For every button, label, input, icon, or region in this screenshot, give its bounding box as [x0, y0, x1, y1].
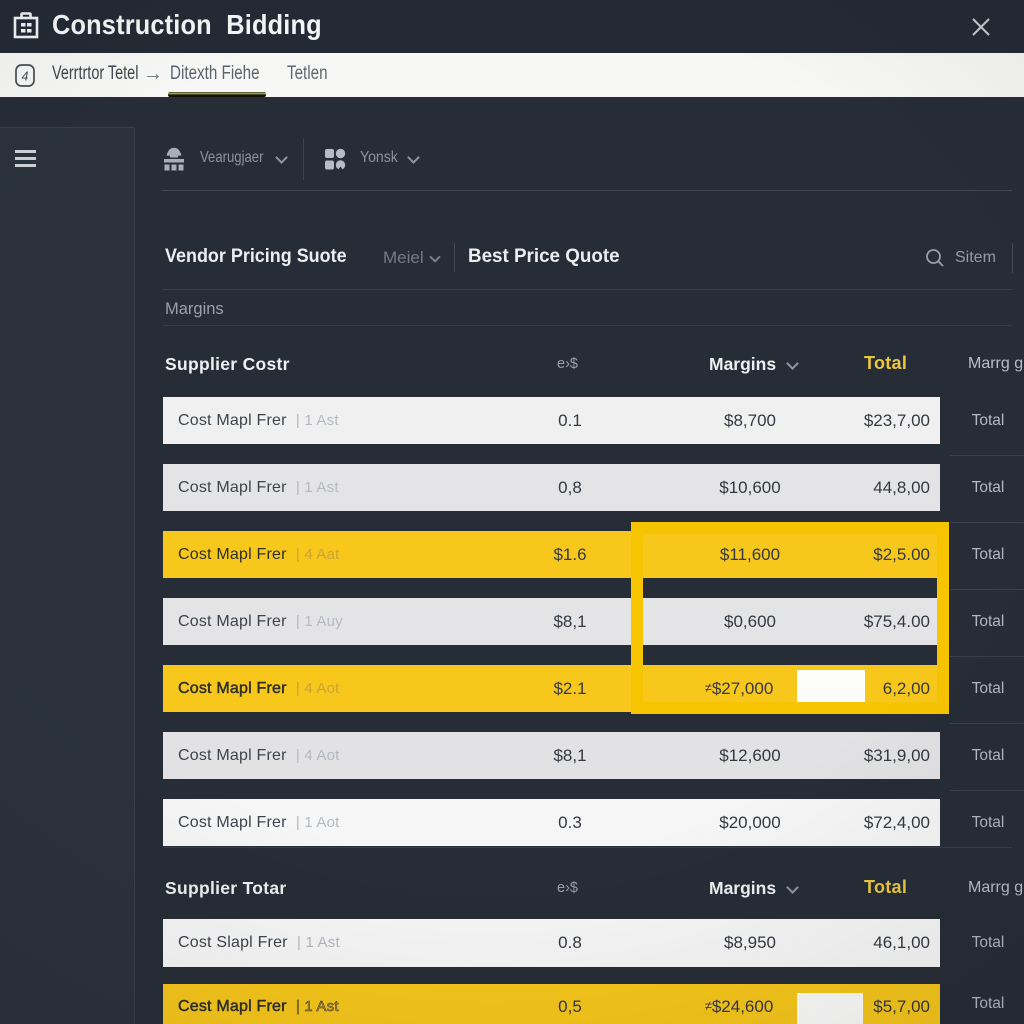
svg-text:4: 4	[22, 70, 29, 84]
